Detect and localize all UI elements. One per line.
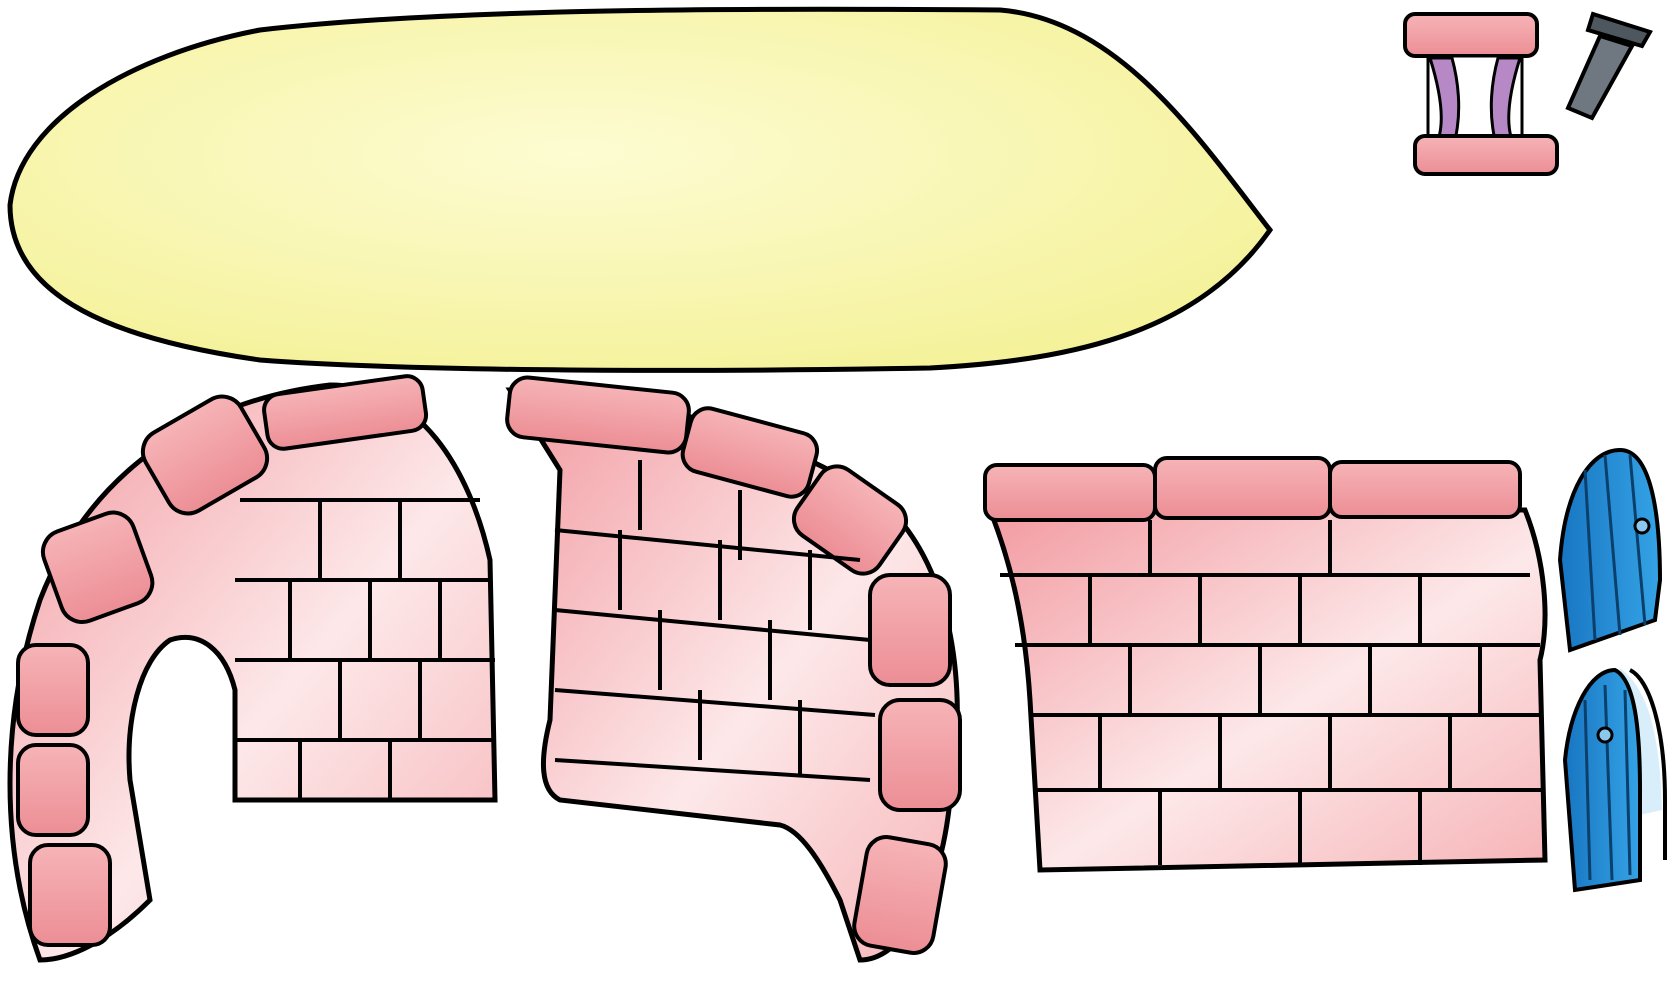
window-icon [1403,12,1559,176]
chimney-icon [1565,11,1653,121]
door-open-sprite[interactable] [1562,667,1667,893]
arch-wall-sprite[interactable] [7,374,498,963]
arch-wall-icon [7,374,498,963]
curved-wall-icon [505,375,962,963]
straight-wall-icon [983,456,1548,873]
curved-wall-sprite[interactable] [505,375,962,963]
window-sprite[interactable] [1403,12,1559,176]
door-open-icon [1562,667,1667,893]
door-closed-sprite[interactable] [1557,447,1663,653]
straight-wall-sprite[interactable] [983,456,1548,873]
chimney-sprite[interactable] [1565,11,1653,121]
roof-sprite[interactable] [7,6,1274,373]
roof-slab-icon [7,6,1274,373]
door-closed-icon [1557,447,1663,653]
